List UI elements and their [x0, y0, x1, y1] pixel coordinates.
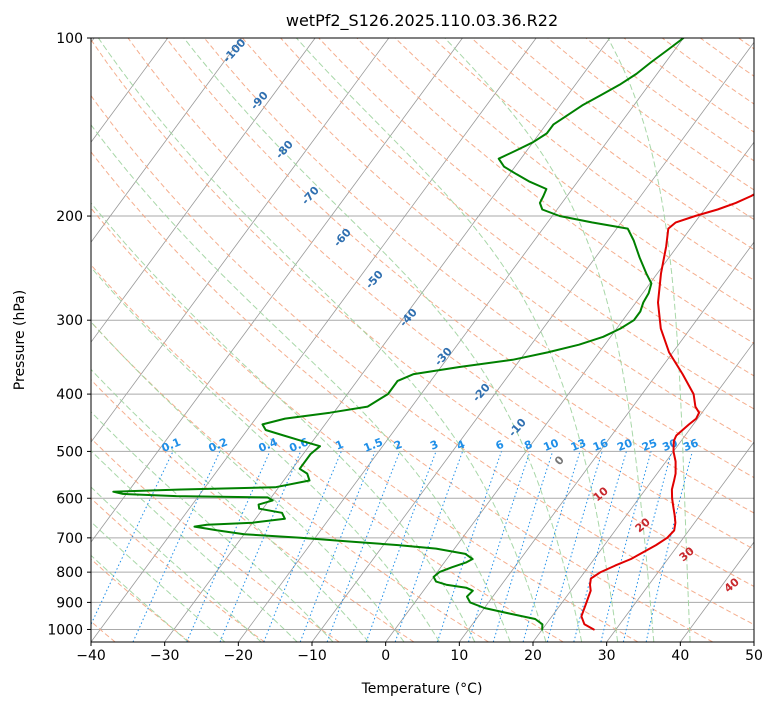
y-tick-label: 500 [56, 444, 83, 460]
chart-title: wetPf2_S126.2025.110.03.36.R22 [286, 11, 558, 31]
y-tick-label: 100 [56, 31, 83, 47]
y-axis-label: Pressure (hPa) [12, 290, 28, 390]
x-tick-label: 50 [745, 648, 763, 664]
y-tick-label: 1000 [47, 622, 83, 638]
y-tick-label: 700 [56, 531, 83, 547]
y-tick-label: 200 [56, 209, 83, 225]
y-tick-label: 400 [56, 387, 83, 403]
y-tick-label: 300 [56, 313, 83, 329]
y-tick-label: 900 [56, 595, 83, 611]
x-tick-label: 20 [524, 648, 542, 664]
x-tick-label: −40 [76, 648, 106, 664]
x-tick-label: 0 [381, 648, 390, 664]
x-tick-label: −10 [297, 648, 327, 664]
y-tick-label: 600 [56, 491, 83, 507]
y-tick-label: 800 [56, 565, 83, 581]
x-tick-label: 10 [450, 648, 468, 664]
x-axis-label: Temperature (°C) [361, 681, 483, 697]
x-tick-label: −20 [224, 648, 254, 664]
x-tick-label: −30 [150, 648, 180, 664]
x-tick-label: 30 [598, 648, 616, 664]
x-tick-label: 40 [671, 648, 689, 664]
